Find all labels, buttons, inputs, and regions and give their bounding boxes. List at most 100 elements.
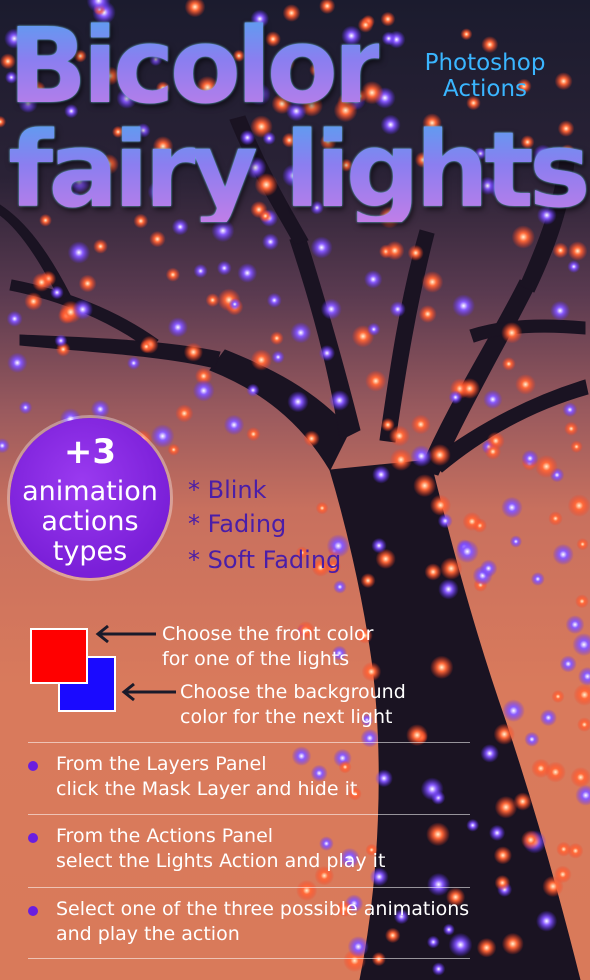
blue-light <box>537 205 557 225</box>
blue-light <box>565 615 585 634</box>
red-light <box>501 357 516 371</box>
blue-light <box>290 322 312 344</box>
blue-light <box>360 713 374 727</box>
red-light <box>476 937 497 958</box>
blue-light <box>502 699 525 722</box>
step-2-line-1: From the Actions Panel <box>56 825 274 847</box>
red-light <box>381 417 395 432</box>
blue-light <box>559 655 577 673</box>
blue-light <box>318 345 336 362</box>
animation-type-soft-fading: * Soft Fading <box>188 546 342 574</box>
blue-light <box>474 147 487 160</box>
red-light <box>421 271 444 293</box>
blue-light <box>150 424 175 448</box>
blue-light <box>4 71 18 84</box>
blue-light <box>448 390 463 405</box>
badge-line-2: actions <box>41 506 139 537</box>
red-light <box>250 349 273 371</box>
blue-light <box>326 534 350 558</box>
blue-light <box>552 543 574 566</box>
red-light <box>428 444 451 466</box>
blue-light <box>393 909 410 925</box>
blue-light <box>466 818 480 832</box>
blue-light <box>246 383 260 397</box>
red-light <box>232 49 246 62</box>
step-1-line-2: click the Mask Layer and hide it <box>56 778 358 800</box>
red-light <box>388 425 410 447</box>
blue-light <box>310 764 328 782</box>
blue-light <box>333 580 347 594</box>
front-hint-line-1: Choose the front color <box>162 623 374 645</box>
blue-light <box>539 709 557 727</box>
red-light <box>559 144 576 161</box>
blue-light <box>371 537 387 554</box>
red-light <box>548 511 563 526</box>
red-light <box>356 627 373 644</box>
blue-light <box>319 836 334 851</box>
badge-count: +3 <box>63 432 117 472</box>
blue-light <box>116 88 138 109</box>
blue-light <box>480 744 500 763</box>
badge-line-1: animation <box>22 476 158 507</box>
red-light <box>325 559 341 575</box>
blue-light <box>364 270 383 289</box>
blue-light <box>228 298 241 311</box>
blue-light <box>572 633 590 657</box>
red-light <box>554 72 573 91</box>
red-light <box>184 0 206 18</box>
red-light <box>567 842 584 859</box>
red-light <box>312 72 334 94</box>
red-light <box>78 274 97 293</box>
red-light <box>551 690 565 703</box>
blue-light <box>262 233 279 251</box>
red-light <box>133 213 149 229</box>
red-light <box>430 655 454 679</box>
red-light <box>320 133 337 151</box>
red-light <box>139 339 153 354</box>
red-light <box>534 454 559 479</box>
red-light <box>281 132 297 148</box>
front-color-swatch <box>30 628 88 684</box>
blue-light <box>239 129 256 146</box>
red-light <box>167 443 180 456</box>
blue-light <box>66 190 82 206</box>
red-light <box>440 557 463 580</box>
blue-light <box>320 298 342 320</box>
red-light <box>406 724 429 747</box>
blue-light <box>167 317 188 338</box>
back-hint-line-2: color for the next light <box>180 706 393 728</box>
red-light <box>309 62 325 78</box>
divider <box>28 958 470 959</box>
blue-light <box>271 350 285 364</box>
blue-light <box>244 156 267 179</box>
subtitle-line-2: Actions <box>442 76 527 103</box>
blue-light <box>452 294 476 318</box>
red-light <box>93 239 108 254</box>
red-light <box>296 879 318 902</box>
blue-light <box>90 399 110 419</box>
red-light <box>254 173 278 197</box>
red-light <box>481 36 499 54</box>
red-light <box>545 761 566 783</box>
red-light <box>446 887 466 907</box>
step-1-line-1: From the Layers Panel <box>56 753 267 775</box>
blue-light <box>266 292 282 308</box>
blue-light <box>193 263 208 279</box>
red-light <box>575 594 589 609</box>
red-light <box>459 378 480 399</box>
blue-light <box>521 449 539 467</box>
blue-light <box>360 728 380 748</box>
step-1: From the Layers Panel click the Mask Lay… <box>56 752 357 802</box>
animation-type-fading: * Fading <box>188 510 287 538</box>
blue-light <box>329 390 350 411</box>
red-light <box>424 563 442 581</box>
divider <box>28 814 470 815</box>
divider <box>28 742 470 743</box>
blue-light <box>489 176 512 200</box>
red-light <box>557 120 575 137</box>
blue-light <box>567 260 581 273</box>
blue-light <box>341 25 362 46</box>
red-light <box>0 115 7 128</box>
red-light <box>336 900 353 917</box>
red-light <box>365 843 378 857</box>
